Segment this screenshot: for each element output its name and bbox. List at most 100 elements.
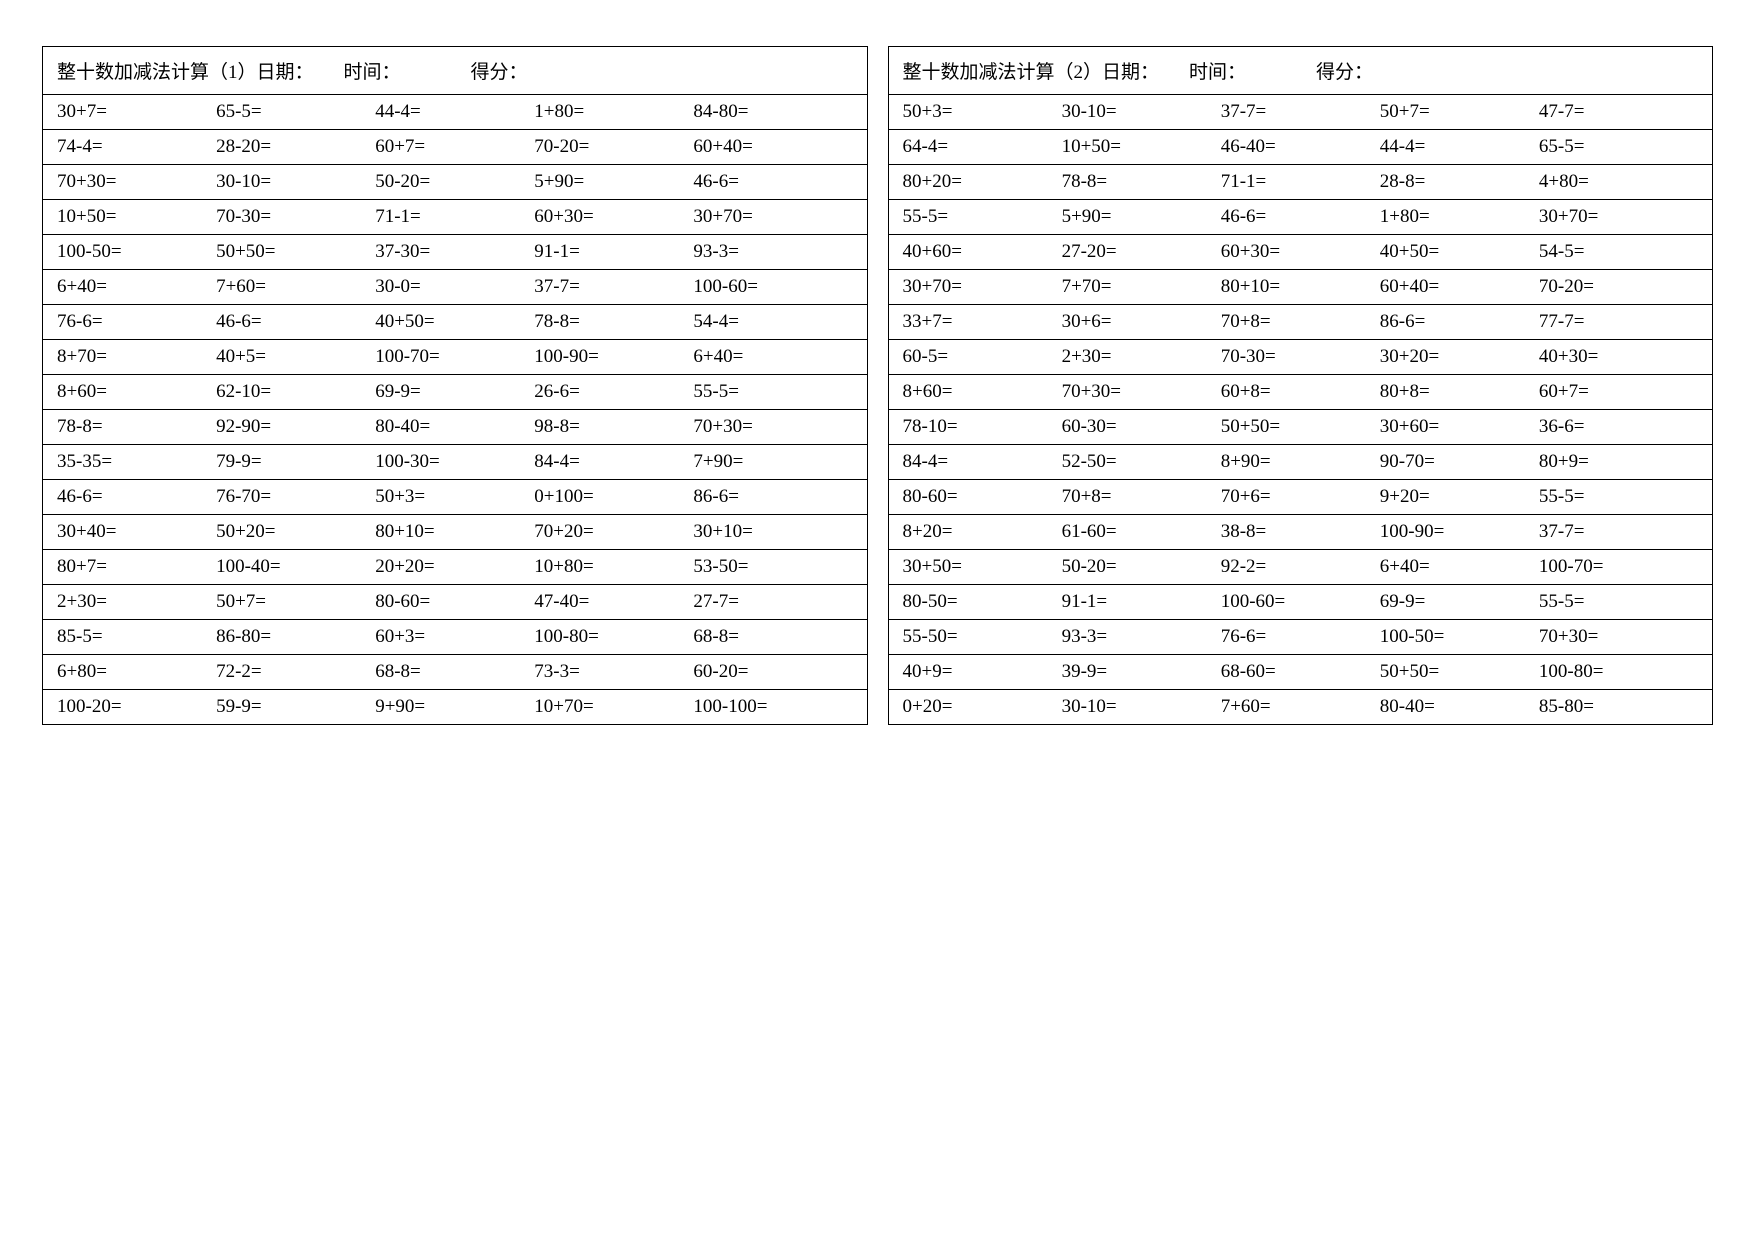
problem-cell: 28-8= [1380,171,1539,193]
problem-cell: 60+40= [693,136,852,158]
problem-cell: 80+20= [903,171,1062,193]
problem-cell: 100-50= [1380,626,1539,648]
problem-cell: 86-6= [1380,311,1539,333]
problem-cell: 64-4= [903,136,1062,158]
table-row: 8+20=61-60=38-8=100-90=37-7= [889,515,1713,550]
problem-cell: 5+90= [534,171,693,193]
problem-cell: 50+3= [375,486,534,508]
problem-cell: 30+60= [1380,416,1539,438]
problem-cell: 1+80= [534,101,693,123]
problem-cell: 68-8= [693,626,852,648]
problem-cell: 85-5= [57,626,216,648]
problem-cell: 74-4= [57,136,216,158]
problem-cell: 86-80= [216,626,375,648]
problem-cell: 80+9= [1539,451,1698,473]
problem-cell: 47-7= [1539,101,1698,123]
problem-cell: 92-90= [216,416,375,438]
table-row: 0+20=30-10=7+60=80-40=85-80= [889,690,1713,724]
problem-cell: 61-60= [1062,521,1221,543]
table-row: 8+60=62-10=69-9=26-6=55-5= [43,375,867,410]
problem-cell: 78-8= [534,311,693,333]
table-row: 30+7=65-5=44-4=1+80=84-80= [43,95,867,130]
table-row: 85-5=86-80=60+3=100-80=68-8= [43,620,867,655]
problem-cell: 100-100= [693,696,852,718]
table-row: 74-4=28-20=60+7=70-20=60+40= [43,130,867,165]
problem-cell: 8+90= [1221,451,1380,473]
problem-cell: 46-6= [693,171,852,193]
table-row: 2+30=50+7=80-60=47-40=27-7= [43,585,867,620]
problem-cell: 54-5= [1539,241,1698,263]
problem-cell: 60+8= [1221,381,1380,403]
problem-cell: 36-6= [1539,416,1698,438]
problem-cell: 52-50= [1062,451,1221,473]
problem-cell: 78-8= [1062,171,1221,193]
problem-cell: 4+80= [1539,171,1698,193]
problem-cell: 70+8= [1221,311,1380,333]
problem-cell: 35-35= [57,451,216,473]
problem-cell: 84-4= [534,451,693,473]
problem-cell: 9+90= [375,696,534,718]
problem-cell: 92-2= [1221,556,1380,578]
problem-cell: 30+70= [903,276,1062,298]
table-row: 78-10=60-30=50+50=30+60=36-6= [889,410,1713,445]
problem-cell: 50+7= [1380,101,1539,123]
table-row: 35-35=79-9=100-30=84-4=7+90= [43,445,867,480]
problem-cell: 100-20= [57,696,216,718]
problem-cell: 70-30= [216,206,375,228]
table-row: 30+70=7+70=80+10=60+40=70-20= [889,270,1713,305]
problem-cell: 70-20= [534,136,693,158]
problem-cell: 39-9= [1062,661,1221,683]
table-row: 6+80=72-2=68-8=73-3=60-20= [43,655,867,690]
problem-cell: 40+30= [1539,346,1698,368]
problem-cell: 69-9= [1380,591,1539,613]
table-row: 46-6=76-70=50+3=0+100=86-6= [43,480,867,515]
problem-cell: 62-10= [216,381,375,403]
problem-cell: 100-70= [375,346,534,368]
problem-cell: 10+80= [534,556,693,578]
table-row: 100-20=59-9=9+90=10+70=100-100= [43,690,867,724]
problem-cell: 9+20= [1380,486,1539,508]
worksheet-left-body: 30+7=65-5=44-4=1+80=84-80=74-4=28-20=60+… [43,95,867,724]
problem-cell: 2+30= [57,591,216,613]
problem-cell: 8+20= [903,521,1062,543]
problem-cell: 70+30= [1062,381,1221,403]
problem-cell: 100-80= [1539,661,1698,683]
worksheet-right-body: 50+3=30-10=37-7=50+7=47-7=64-4=10+50=46-… [889,95,1713,724]
problem-cell: 85-80= [1539,696,1698,718]
table-row: 64-4=10+50=46-40=44-4=65-5= [889,130,1713,165]
worksheet-left-title: 整十数加减法计算（1）日期： [57,57,314,84]
problem-cell: 7+60= [1221,696,1380,718]
problem-cell: 7+90= [693,451,852,473]
problem-cell: 100-60= [1221,591,1380,613]
problem-cell: 77-7= [1539,311,1698,333]
problem-cell: 20+20= [375,556,534,578]
table-row: 80-60=70+8=70+6=9+20=55-5= [889,480,1713,515]
problem-cell: 80-50= [903,591,1062,613]
problem-cell: 6+80= [57,661,216,683]
problem-cell: 55-5= [1539,591,1698,613]
problem-cell: 86-6= [693,486,852,508]
problem-cell: 40+50= [1380,241,1539,263]
problem-cell: 7+60= [216,276,375,298]
problem-cell: 60+40= [1380,276,1539,298]
table-row: 76-6=46-6=40+50=78-8=54-4= [43,305,867,340]
problem-cell: 71-1= [375,206,534,228]
problem-cell: 100-60= [693,276,852,298]
worksheet-left-time-label: 时间： [344,57,401,84]
worksheet-right-score-label: 得分： [1316,57,1373,84]
problem-cell: 30+20= [1380,346,1539,368]
problem-cell: 72-2= [216,661,375,683]
problem-cell: 54-4= [693,311,852,333]
problem-cell: 98-8= [534,416,693,438]
problem-cell: 47-40= [534,591,693,613]
problem-cell: 30+50= [903,556,1062,578]
problem-cell: 10+70= [534,696,693,718]
problem-cell: 60+7= [1539,381,1698,403]
problem-cell: 60-5= [903,346,1062,368]
problem-cell: 27-7= [693,591,852,613]
problem-cell: 60+30= [534,206,693,228]
problem-cell: 30+6= [1062,311,1221,333]
problem-cell: 80-60= [375,591,534,613]
problem-cell: 30-10= [1062,696,1221,718]
problem-cell: 50-20= [1062,556,1221,578]
